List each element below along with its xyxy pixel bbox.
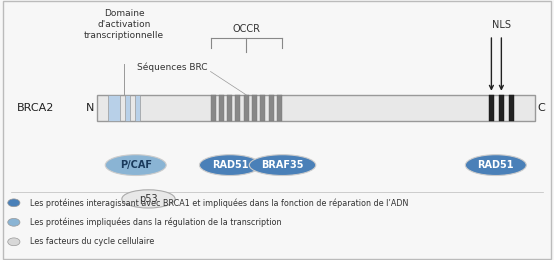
Text: N: N <box>86 103 94 113</box>
Text: BRAF35: BRAF35 <box>261 160 304 170</box>
Ellipse shape <box>249 155 316 176</box>
Ellipse shape <box>8 199 20 207</box>
Bar <box>125 95 130 121</box>
Ellipse shape <box>8 238 20 246</box>
Bar <box>235 95 240 121</box>
Bar <box>108 95 120 121</box>
Bar <box>269 95 274 121</box>
Text: Domaine
d'activation
transcriptionnelle: Domaine d'activation transcriptionnelle <box>84 9 164 40</box>
Text: RAD51: RAD51 <box>212 160 248 170</box>
Bar <box>97 95 535 121</box>
Text: OCCR: OCCR <box>232 24 260 34</box>
Bar <box>219 95 224 121</box>
Bar <box>489 95 494 121</box>
Bar <box>509 95 514 121</box>
Ellipse shape <box>105 155 166 176</box>
Text: RAD51: RAD51 <box>478 160 514 170</box>
Text: Les facteurs du cycle cellulaire: Les facteurs du cycle cellulaire <box>30 237 155 246</box>
Ellipse shape <box>465 155 526 176</box>
Text: C: C <box>537 103 545 113</box>
Ellipse shape <box>199 155 260 176</box>
Text: Séquences BRC: Séquences BRC <box>137 62 208 72</box>
Bar <box>135 95 140 121</box>
Ellipse shape <box>8 218 20 226</box>
Bar <box>277 95 282 121</box>
Bar <box>252 95 257 121</box>
Bar <box>211 95 216 121</box>
Bar <box>227 95 232 121</box>
FancyBboxPatch shape <box>3 1 551 259</box>
Text: NLS: NLS <box>492 20 511 30</box>
Bar <box>499 95 504 121</box>
Bar <box>244 95 249 121</box>
Text: Les protéines impliquées dans la régulation de la transcription: Les protéines impliquées dans la régulat… <box>30 218 282 227</box>
Text: P/CAF: P/CAF <box>120 160 152 170</box>
Text: p53: p53 <box>139 194 158 204</box>
Text: BRCA2: BRCA2 <box>17 103 55 113</box>
Bar <box>260 95 265 121</box>
Text: Les protéines interagissant avec BRCA1 et impliquées dans la fonction de réparat: Les protéines interagissant avec BRCA1 e… <box>30 198 409 207</box>
Ellipse shape <box>122 190 175 208</box>
